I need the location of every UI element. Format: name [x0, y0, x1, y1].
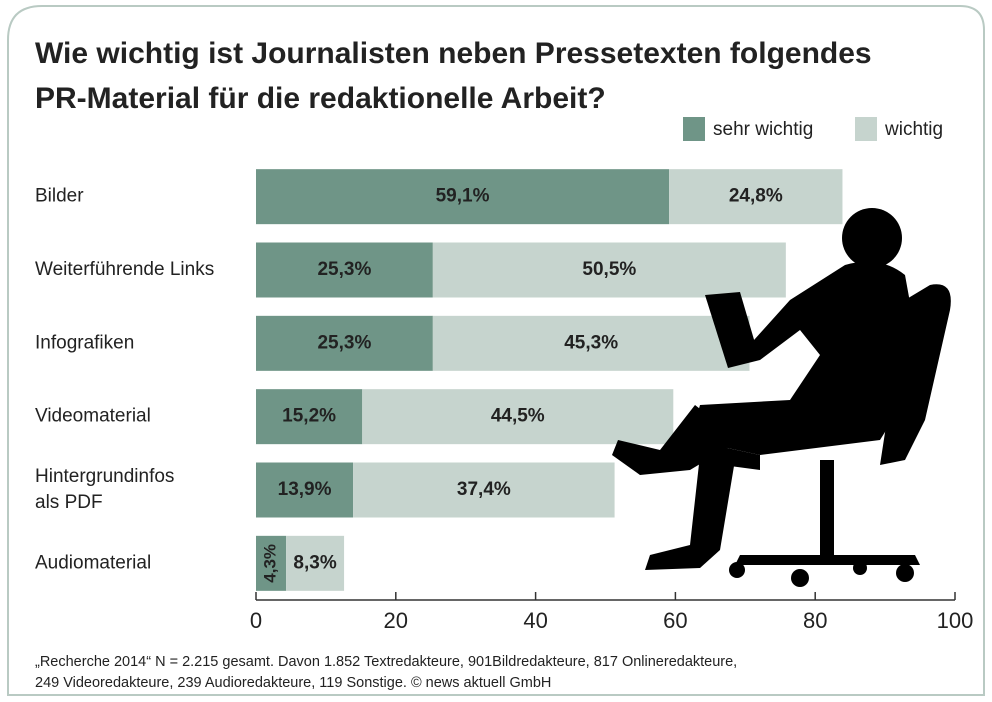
value-label: 44,5%	[491, 406, 545, 427]
legend-swatch	[855, 117, 877, 141]
bar-segment	[432, 242, 786, 298]
bar-segment	[353, 462, 615, 518]
x-tick-label: 80	[803, 608, 827, 633]
value-label: 45,3%	[564, 332, 618, 353]
y-tick-label: Infografiken	[35, 332, 134, 353]
bar-segment	[256, 242, 433, 298]
chart-title: Wie wichtig ist Journalisten neben Press…	[35, 37, 872, 115]
y-tick-label: Audiomaterial	[35, 552, 151, 573]
value-label: 25,3%	[317, 259, 371, 280]
x-tick-label: 60	[663, 608, 687, 633]
bar-segment	[286, 535, 345, 591]
legend-label: wichtig	[884, 119, 943, 140]
value-label: 4,3%	[261, 544, 280, 583]
y-tick-label: Hintergrundinfos als PDF	[35, 466, 174, 513]
value-label: 59,1%	[436, 186, 490, 207]
footnote: 249 Videoredakteure, 239 Audioredakteure…	[35, 675, 551, 691]
value-label: 8,3%	[293, 552, 336, 573]
value-label: 15,2%	[282, 406, 336, 427]
bar-segment	[362, 389, 674, 445]
y-tick-label: Bilder	[35, 186, 84, 207]
bar-segment	[256, 169, 670, 225]
footnote: „Recherche 2014“ N = 2.215 gesamt. Davon…	[35, 654, 737, 670]
value-label: 50,5%	[582, 259, 636, 280]
silhouette	[612, 208, 951, 587]
y-tick-label: Videomaterial	[35, 406, 151, 427]
x-tick-label: 0	[250, 608, 262, 633]
bar-segment	[256, 462, 354, 518]
bar-segment	[256, 535, 287, 591]
y-tick-label: Weiterführende Links	[35, 259, 214, 280]
value-label: 13,9%	[278, 479, 332, 500]
bar-segment	[256, 315, 433, 371]
legend-swatch	[683, 117, 705, 141]
bar-segment	[669, 169, 843, 225]
x-tick-label: 40	[523, 608, 547, 633]
legend-label: sehr wichtig	[713, 119, 813, 140]
value-label: 37,4%	[457, 479, 511, 500]
bar-segment	[256, 389, 363, 445]
value-label: 25,3%	[317, 332, 371, 353]
value-label: 24,8%	[729, 186, 783, 207]
x-tick-label: 20	[384, 608, 408, 633]
x-tick-label: 100	[937, 608, 974, 633]
bar-segment	[432, 315, 750, 371]
frame	[7, 5, 985, 696]
